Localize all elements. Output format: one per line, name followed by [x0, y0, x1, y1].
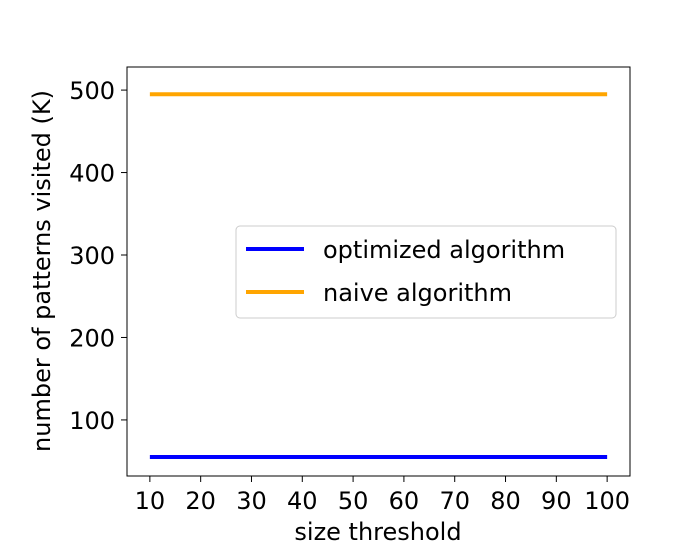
- x-axis-label: size threshold: [294, 518, 461, 546]
- x-tick-label: 20: [185, 487, 216, 515]
- legend-label: naive algorithm: [323, 279, 512, 307]
- legend-label: optimized algorithm: [323, 236, 565, 264]
- x-axis: 10 20 30 40 50 60 70 80 90 100: [135, 476, 630, 515]
- x-tick-label: 70: [439, 487, 470, 515]
- y-axis: 100 200 300 400 500: [69, 77, 127, 435]
- y-tick-label: 100: [69, 407, 115, 435]
- x-tick-label: 40: [287, 487, 318, 515]
- x-tick-label: 10: [135, 487, 166, 515]
- x-tick-label: 50: [338, 487, 369, 515]
- x-tick-label: 90: [541, 487, 572, 515]
- y-tick-label: 500: [69, 77, 115, 105]
- legend: optimized algorithm naive algorithm: [235, 225, 617, 319]
- x-tick-label: 30: [236, 487, 267, 515]
- y-tick-label: 400: [69, 160, 115, 188]
- y-tick-label: 200: [69, 324, 115, 352]
- x-tick-label: 80: [490, 487, 521, 515]
- y-axis-label: number of patterns visited (K): [28, 90, 56, 452]
- legend-box: [235, 225, 617, 319]
- x-tick-label: 100: [584, 487, 630, 515]
- series-layer: [149, 92, 608, 460]
- x-tick-label: 60: [389, 487, 420, 515]
- y-tick-label: 300: [69, 242, 115, 270]
- plot-area-frame: [126, 66, 631, 477]
